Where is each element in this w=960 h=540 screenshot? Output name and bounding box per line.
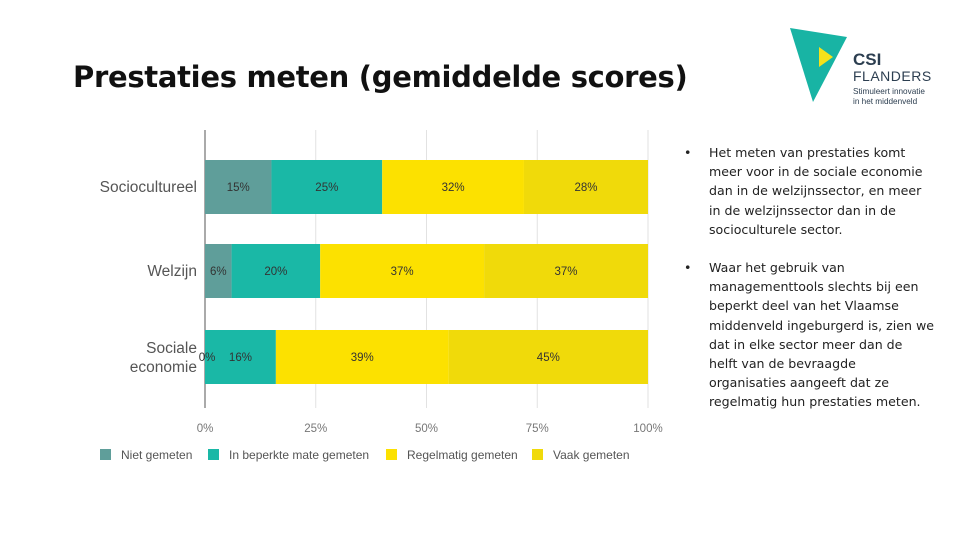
bullet-text: Waar het gebruik van managementtools sle… (709, 260, 934, 410)
legend-label: Niet gemeten (121, 448, 192, 462)
bullet-symbol: • (684, 145, 692, 160)
chart-data-labels: 15% 25% 32% 28% 6% 20% 37% 37% 0% 16% 39% 45% (199, 182, 598, 364)
bullet-text: Het meten van prestaties komt meer voor … (709, 145, 923, 237)
legend-swatch (208, 449, 219, 460)
data-label: 32% (442, 182, 465, 194)
data-label: 45% (537, 352, 560, 364)
data-label: 25% (315, 182, 338, 194)
logo-tagline-2: in het middenveld (853, 97, 918, 106)
x-tick-label: 0% (197, 423, 214, 435)
legend-swatch (532, 449, 543, 460)
bar-segment (205, 330, 276, 384)
x-tick-label: 50% (415, 423, 438, 435)
legend-swatch (386, 449, 397, 460)
bar-segment (484, 244, 648, 298)
x-tick-label: 25% (304, 423, 327, 435)
stacked-bar-chart: 15% 25% 32% 28% 6% 20% 37% 37% 0% 16% 39% 45% Socio… (100, 130, 663, 462)
legend-label: Vaak gemeten (553, 448, 630, 462)
chart-legend: Niet gemeten In beperkte mate gemeten Rege… (100, 448, 630, 462)
bar-segment (382, 160, 524, 214)
data-label: 28% (574, 182, 597, 194)
data-label: 0% (199, 352, 216, 364)
bar-segment (271, 160, 383, 214)
bullet-item: • Waar het gebruik van managementtools s… (684, 258, 934, 412)
logo-triangle-teal (790, 28, 847, 102)
category-label: Welzijn (147, 263, 197, 280)
logo-line2: FLANDERS (853, 68, 932, 84)
data-label: 16% (229, 352, 252, 364)
csi-flanders-logo: CSI FLANDERS Stimuleert innovatie in het… (790, 28, 932, 106)
bar-segment (231, 244, 321, 298)
chart-x-tick-labels: 0% 25% 50% 75% 100% (197, 423, 663, 435)
category-label: Sociocultureel (100, 179, 197, 196)
bar-segment (448, 330, 648, 384)
bar-segment (205, 160, 272, 214)
legend-label: Regelmatig gemeten (407, 448, 518, 462)
chart-category-labels: Sociocultureel Welzijn Sociale economie (100, 179, 197, 376)
bullet-item: • Het meten van prestaties komt meer voo… (684, 143, 934, 239)
bullet-symbol: • (684, 260, 692, 276)
data-label: 39% (351, 352, 374, 364)
bar-segment (320, 244, 485, 298)
data-label: 15% (227, 182, 250, 194)
logo-tagline-1: Stimuleert innovatie (853, 87, 925, 96)
logo-triangle-yellow (819, 47, 833, 67)
bullet-list: • Het meten van prestaties komt meer voo… (684, 143, 934, 431)
x-tick-label: 75% (526, 423, 549, 435)
data-label: 20% (264, 266, 287, 278)
slide-title: Prestaties meten (gemiddelde scores) (73, 60, 688, 94)
x-tick-label: 100% (633, 423, 662, 435)
legend-label: In beperkte mate gemeten (229, 448, 369, 462)
bar-segment (523, 160, 648, 214)
logo-name: CSI (853, 50, 881, 69)
bar-segment (205, 244, 232, 298)
data-label: 37% (555, 266, 578, 278)
bar-segment (275, 330, 449, 384)
legend-swatch (100, 449, 111, 460)
category-label: Sociale economie (130, 340, 197, 376)
data-label: 37% (391, 266, 414, 278)
chart-bars (205, 160, 648, 384)
data-label: 6% (210, 266, 227, 278)
